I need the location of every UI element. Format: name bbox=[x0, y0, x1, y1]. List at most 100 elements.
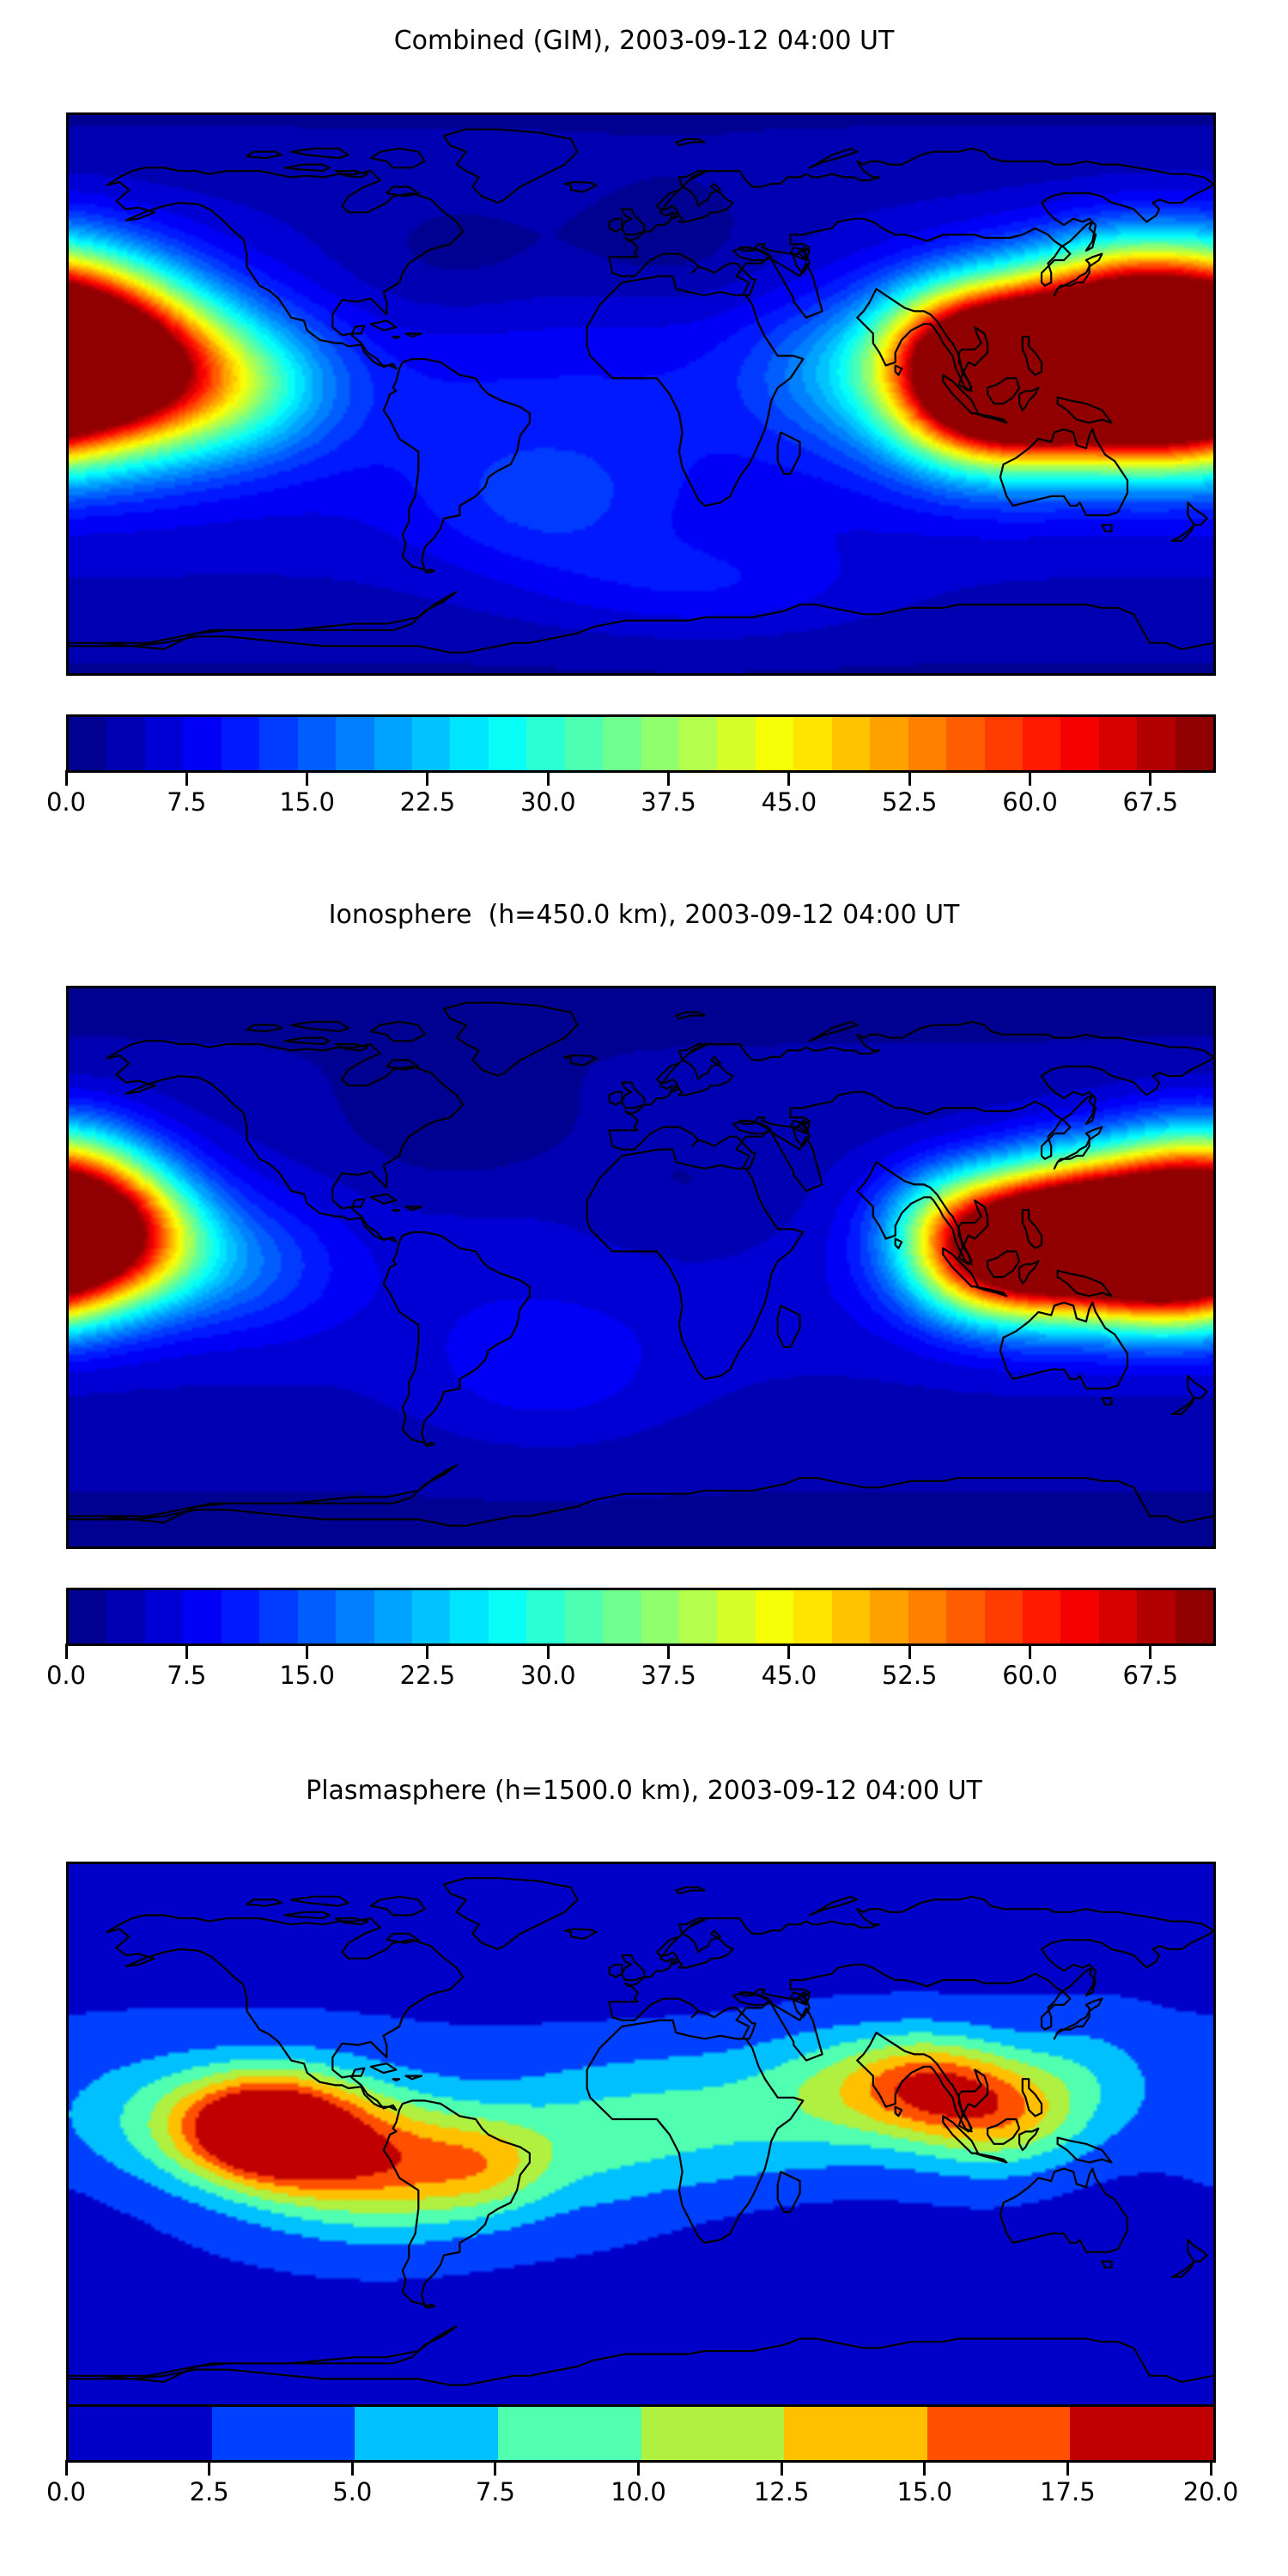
colorbar-band bbox=[717, 717, 756, 770]
colorbar-tick-label: 30.0 bbox=[519, 1661, 576, 1690]
colorbar-band bbox=[831, 1590, 871, 1643]
colorbar-band bbox=[717, 1590, 756, 1643]
colorbar-band bbox=[526, 717, 565, 770]
coastline-path bbox=[246, 1024, 283, 1033]
coastline-path bbox=[621, 1081, 646, 1109]
coastline-path bbox=[793, 1122, 811, 1147]
map-combined bbox=[66, 112, 1216, 676]
colorbar-band bbox=[641, 1590, 679, 1643]
colorbar-tick-label: 30.0 bbox=[519, 787, 576, 817]
colorbar-tick-label: 37.5 bbox=[641, 1661, 696, 1690]
coastline-path bbox=[106, 1040, 465, 1243]
colorbar-band bbox=[259, 717, 298, 770]
coastlines bbox=[69, 128, 1213, 653]
colorbar-tick-label: 17.5 bbox=[1040, 2477, 1096, 2506]
colorbar-tick-mark bbox=[637, 2460, 640, 2476]
colorbar-tick-mark bbox=[208, 2460, 211, 2476]
coastline-path bbox=[675, 1886, 706, 1895]
colorbar-band bbox=[411, 717, 451, 770]
coastline-path bbox=[1021, 1209, 1043, 1249]
coastline-path bbox=[386, 185, 420, 197]
colorbar-band bbox=[1137, 1590, 1176, 1643]
coastline-path bbox=[586, 1148, 805, 1381]
map-ionosphere bbox=[66, 986, 1216, 1549]
colorbar-tick-label: 45.0 bbox=[761, 787, 817, 817]
map-plasmasphere bbox=[66, 1862, 1216, 2408]
colorbar-tick-mark bbox=[908, 770, 911, 786]
coastline-path bbox=[290, 1895, 349, 1907]
colorbar-band bbox=[1022, 1590, 1061, 1643]
coastline-path bbox=[369, 1020, 426, 1042]
colorbar-band bbox=[641, 2407, 785, 2460]
colorbar-tick-label: 7.5 bbox=[167, 1661, 207, 1690]
colorbar-band bbox=[259, 1590, 298, 1643]
colorbar-tick-label: 45.0 bbox=[761, 1661, 817, 1690]
coastline-path bbox=[283, 1036, 331, 1046]
panel-combined: Combined (GIM), 2003-09-12 04:00 UT 0.0 7… bbox=[0, 0, 1288, 859]
coastline-path bbox=[69, 2337, 1213, 2386]
coastline-path bbox=[392, 2078, 401, 2082]
colorbar-ticks-ionosphere: 0.0 7.5 15.0 22.5 30.0 37.5 45.0 52.5 60.0 67.5 bbox=[0, 1643, 1288, 1704]
colorbar-band bbox=[870, 1590, 908, 1643]
coastline-path bbox=[987, 377, 1021, 405]
coastline-path bbox=[808, 1895, 859, 1917]
coastline-path bbox=[732, 1991, 773, 2006]
coastline-path bbox=[608, 1963, 623, 1978]
coastline-path bbox=[957, 2069, 989, 2133]
colorbar-band bbox=[1175, 717, 1213, 770]
coastline-path bbox=[808, 1020, 859, 1042]
coastline-path bbox=[894, 364, 903, 376]
colorbar-band bbox=[755, 1590, 794, 1643]
colorbar-band bbox=[946, 717, 985, 770]
coastlines bbox=[69, 1877, 1213, 2386]
colorbar-band bbox=[497, 2407, 641, 2460]
colorbar-tick-mark bbox=[546, 1643, 550, 1659]
colorbar-band bbox=[374, 1590, 412, 1643]
coastline-path bbox=[423, 1442, 435, 1448]
coastline-path bbox=[776, 2171, 801, 2214]
colorbar-band bbox=[946, 1590, 985, 1643]
coastline-path bbox=[621, 1954, 646, 1982]
panel-ionosphere: Ionosphere (h=450.0 km), 2003-09-12 04:0… bbox=[0, 859, 1288, 1743]
colorbar-tick-mark bbox=[787, 770, 791, 786]
colorbar-band bbox=[984, 717, 1023, 770]
colorbar-band bbox=[831, 717, 871, 770]
colorbar-band bbox=[450, 1590, 489, 1643]
coastline-path bbox=[404, 1206, 423, 1212]
colorbar-band bbox=[564, 1590, 604, 1643]
colorbar-band bbox=[793, 717, 832, 770]
colorbar-tick-label: 60.0 bbox=[1002, 1661, 1058, 1690]
colorbar-band bbox=[908, 717, 947, 770]
colorbar-tick-mark bbox=[350, 2460, 354, 2476]
coastline-path bbox=[1170, 501, 1208, 542]
coastline-path bbox=[106, 167, 465, 370]
coastline-path bbox=[776, 431, 801, 475]
coastline-path bbox=[369, 2063, 398, 2075]
coastline-path bbox=[894, 2105, 903, 2117]
coastlines bbox=[69, 1001, 1213, 1527]
coastline-path bbox=[808, 147, 859, 169]
colorbar-band bbox=[1137, 717, 1176, 770]
coastline-path bbox=[404, 332, 423, 338]
colorbar-tick-label: 37.5 bbox=[641, 787, 696, 817]
colorbar-band bbox=[679, 1590, 718, 1643]
colorbar-tick-mark bbox=[1149, 770, 1152, 786]
colorbar-tick-label: 67.5 bbox=[1122, 1661, 1179, 1690]
colorbar-tick-label: 22.5 bbox=[399, 787, 456, 817]
coastline-path bbox=[69, 591, 458, 651]
coastline-path bbox=[1170, 2239, 1208, 2278]
tec-field bbox=[69, 115, 1213, 673]
coastline-path bbox=[69, 1477, 1213, 1527]
coastline-path bbox=[423, 568, 435, 574]
coastline-path bbox=[386, 1059, 420, 1071]
coastline-path bbox=[563, 1928, 598, 1940]
colorbar-tick-label: 12.5 bbox=[753, 2477, 810, 2506]
colorbar-band bbox=[526, 1590, 565, 1643]
coastline-path bbox=[290, 147, 349, 160]
colorbar-tick-mark bbox=[185, 1643, 188, 1659]
colorbar-tick-mark bbox=[908, 1643, 911, 1659]
coastline-path bbox=[442, 1877, 579, 1951]
colorbar-band bbox=[1175, 1590, 1213, 1643]
colorbar-band bbox=[297, 717, 337, 770]
